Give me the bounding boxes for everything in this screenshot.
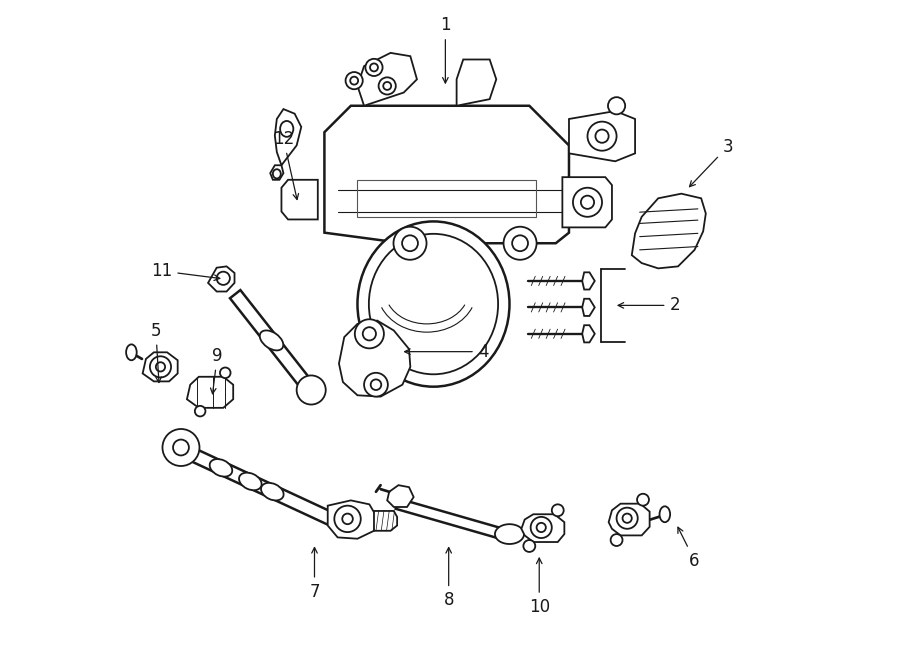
Text: 3: 3 [689, 137, 733, 186]
Ellipse shape [623, 514, 632, 523]
Text: 10: 10 [528, 558, 550, 616]
Ellipse shape [596, 130, 608, 143]
Polygon shape [142, 352, 177, 381]
Ellipse shape [220, 368, 230, 378]
Polygon shape [582, 325, 595, 342]
Text: 2: 2 [618, 296, 680, 315]
Text: 8: 8 [444, 547, 454, 609]
Polygon shape [608, 504, 650, 535]
Polygon shape [562, 177, 612, 227]
Polygon shape [374, 511, 397, 531]
Ellipse shape [363, 327, 376, 340]
Text: 5: 5 [150, 321, 161, 383]
Polygon shape [324, 106, 569, 243]
Ellipse shape [370, 63, 378, 71]
Polygon shape [270, 165, 284, 180]
Ellipse shape [531, 517, 552, 538]
Polygon shape [387, 485, 414, 507]
Polygon shape [339, 321, 410, 397]
Ellipse shape [195, 406, 205, 416]
Polygon shape [274, 109, 302, 165]
Polygon shape [582, 272, 595, 290]
Ellipse shape [503, 227, 536, 260]
Ellipse shape [364, 373, 388, 397]
Polygon shape [282, 180, 318, 219]
Ellipse shape [588, 122, 617, 151]
Polygon shape [569, 111, 635, 161]
Polygon shape [521, 514, 564, 542]
Polygon shape [456, 59, 496, 106]
Ellipse shape [126, 344, 137, 360]
Text: 6: 6 [678, 527, 700, 570]
Ellipse shape [239, 473, 262, 490]
Ellipse shape [346, 72, 363, 89]
Ellipse shape [173, 440, 189, 455]
Polygon shape [632, 194, 706, 268]
Polygon shape [328, 500, 376, 539]
Ellipse shape [156, 362, 165, 371]
Ellipse shape [273, 169, 281, 178]
Ellipse shape [383, 82, 392, 90]
Ellipse shape [552, 504, 563, 516]
Ellipse shape [297, 375, 326, 405]
Ellipse shape [150, 356, 171, 377]
Ellipse shape [536, 523, 545, 532]
Ellipse shape [163, 429, 200, 466]
Ellipse shape [217, 272, 230, 285]
Ellipse shape [260, 330, 284, 350]
Ellipse shape [573, 188, 602, 217]
Ellipse shape [512, 235, 528, 251]
Text: 12: 12 [273, 130, 299, 200]
Ellipse shape [369, 234, 498, 374]
Ellipse shape [261, 483, 284, 500]
Ellipse shape [637, 494, 649, 506]
Ellipse shape [660, 506, 670, 522]
Ellipse shape [402, 235, 418, 251]
Polygon shape [357, 53, 417, 106]
Ellipse shape [357, 221, 509, 387]
Polygon shape [187, 377, 233, 408]
Ellipse shape [350, 77, 358, 85]
Ellipse shape [210, 459, 232, 477]
Ellipse shape [610, 534, 623, 546]
Polygon shape [230, 290, 313, 391]
Ellipse shape [355, 319, 384, 348]
Ellipse shape [280, 121, 293, 137]
Ellipse shape [580, 196, 594, 209]
Ellipse shape [495, 524, 524, 544]
Ellipse shape [524, 540, 536, 552]
Text: 4: 4 [405, 342, 489, 361]
Ellipse shape [608, 97, 626, 114]
Ellipse shape [365, 59, 382, 76]
Ellipse shape [342, 514, 353, 524]
Ellipse shape [371, 379, 382, 390]
Ellipse shape [334, 506, 361, 532]
Text: 1: 1 [440, 16, 451, 83]
Ellipse shape [393, 227, 427, 260]
Polygon shape [396, 498, 504, 539]
Polygon shape [208, 266, 235, 292]
Ellipse shape [379, 77, 396, 95]
Polygon shape [582, 299, 595, 316]
Polygon shape [182, 445, 334, 525]
Text: 9: 9 [211, 346, 222, 394]
Text: 11: 11 [151, 262, 220, 280]
Ellipse shape [616, 508, 638, 529]
Text: 7: 7 [310, 547, 320, 601]
